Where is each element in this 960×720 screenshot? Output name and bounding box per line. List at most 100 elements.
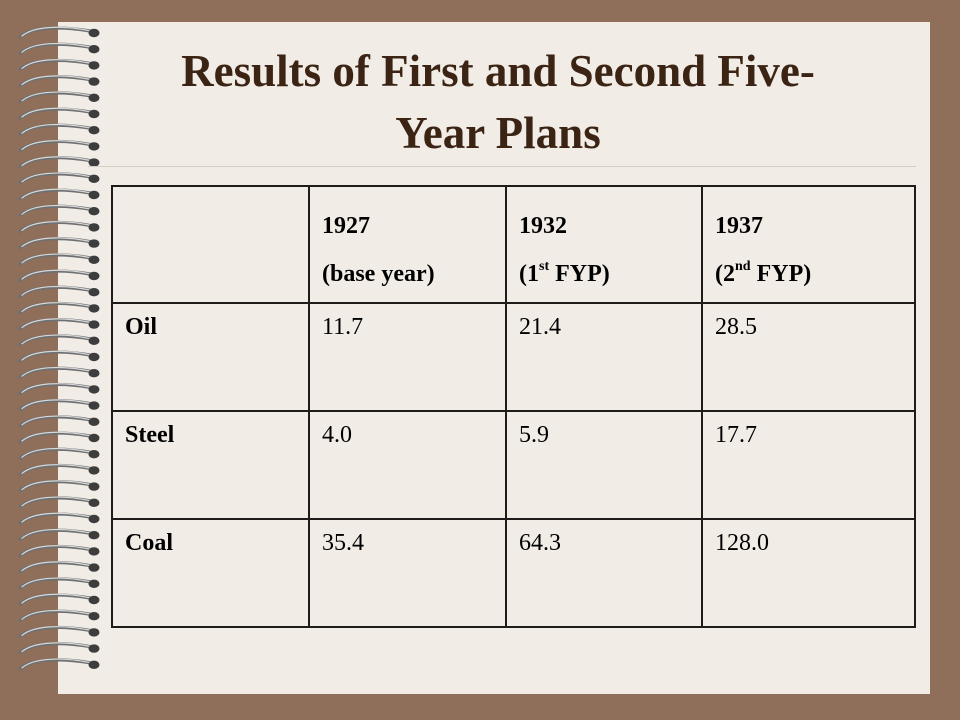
spiral-coil-highlight	[21, 626, 92, 636]
empty-corner-cell	[111, 185, 310, 304]
row-label-oil: Oil	[111, 302, 310, 412]
header-year: 1932	[519, 213, 567, 239]
binding-hole	[88, 401, 100, 410]
header-cell-1932: 1932 (1st FYP)	[505, 185, 703, 304]
slide-title: Results of First and Second Five- Year P…	[78, 40, 918, 164]
title-line-1: Results of First and Second Five-	[181, 46, 815, 96]
spiral-coil-highlight	[21, 204, 92, 215]
spiral-coil-highlight	[21, 545, 92, 555]
table-row-steel: Steel 4.0 5.9 17.7	[111, 410, 916, 520]
spiral-coil-highlight	[21, 269, 92, 280]
spiral-coil-highlight	[21, 658, 92, 669]
binding-hole	[88, 174, 100, 183]
value-cell-steel-1927: 4.0	[308, 410, 507, 520]
row-label-coal: Coal	[111, 518, 310, 628]
header-year: 1937	[715, 213, 763, 239]
spiral-coil-highlight	[21, 464, 92, 474]
value-cell-oil-1937: 28.5	[701, 302, 916, 412]
binding-hole	[88, 158, 100, 167]
binding-hole	[88, 352, 100, 362]
table-header-row: 1927 (base year) 1932 (1st FYP) 1937 (2n…	[111, 185, 916, 304]
spiral-coil-highlight	[21, 59, 92, 69]
spiral-coil-highlight	[21, 140, 92, 150]
spiral-coil-highlight	[21, 577, 92, 588]
binding-hole	[88, 628, 100, 637]
header-note-superscript: st	[539, 259, 550, 274]
binding-hole	[88, 547, 100, 556]
title-line-2: Year Plans	[395, 108, 601, 158]
spiral-coil-highlight	[21, 334, 92, 345]
value-cell-coal-1937: 128.0	[701, 518, 916, 628]
binding-hole	[88, 320, 100, 329]
value-cell-steel-1937: 17.7	[701, 410, 916, 520]
binding-hole	[88, 498, 100, 507]
header-note-suffix: FYP)	[750, 261, 812, 287]
spiral-coil-highlight	[21, 512, 92, 523]
header-note-superscript: nd	[735, 259, 751, 274]
binding-hole	[88, 142, 100, 151]
binding-hole	[88, 595, 100, 605]
binding-hole	[88, 369, 100, 378]
spiral-coil-highlight	[21, 221, 92, 231]
spiral-coil-highlight	[21, 188, 92, 199]
binding-hole	[88, 93, 100, 103]
header-cell-1927: 1927 (base year)	[308, 185, 507, 304]
spiral-coil-highlight	[21, 415, 92, 426]
binding-hole	[88, 644, 100, 653]
binding-hole	[88, 255, 100, 264]
header-note-suffix: FYP)	[549, 261, 610, 287]
binding-hole	[88, 336, 100, 345]
binding-hole	[88, 660, 100, 669]
binding-hole	[88, 304, 100, 313]
binding-hole	[88, 288, 100, 297]
row-label-steel: Steel	[111, 410, 310, 520]
header-cell-1937: 1937 (2nd FYP)	[701, 185, 916, 304]
spiral-coil-highlight	[21, 285, 92, 296]
value-cell-coal-1932: 64.3	[505, 518, 703, 628]
spiral-coil-highlight	[21, 609, 92, 620]
binding-hole	[88, 612, 100, 621]
binding-hole	[88, 77, 100, 86]
binding-hole	[88, 28, 100, 38]
binding-hole	[88, 61, 100, 70]
binding-hole	[88, 563, 100, 572]
spiral-coil-highlight	[21, 318, 92, 329]
spiral-coil-highlight	[21, 350, 92, 361]
spiral-coil-highlight	[21, 107, 92, 118]
spiral-coil-highlight	[21, 42, 92, 53]
spiral-coil-highlight	[21, 480, 92, 491]
spiral-coil-highlight	[21, 642, 92, 653]
spiral-coil-highlight	[21, 399, 92, 410]
binding-hole	[88, 385, 100, 394]
value-cell-steel-1932: 5.9	[505, 410, 703, 520]
header-year: 1927	[322, 213, 370, 239]
spiral-coil-highlight	[21, 75, 92, 86]
title-divider	[88, 166, 916, 167]
binding-hole	[88, 514, 100, 524]
spiral-coil-highlight	[21, 91, 92, 102]
spiral-coil-highlight	[21, 447, 92, 458]
spiral-coil-highlight	[21, 561, 92, 572]
value-cell-oil-1932: 21.4	[505, 302, 703, 412]
binding-hole	[88, 109, 100, 119]
binding-hole	[88, 417, 100, 426]
binding-hole	[88, 433, 100, 443]
spiral-coil-highlight	[21, 253, 92, 264]
spiral-coil-highlight	[21, 237, 92, 248]
table-row-coal: Coal 35.4 64.3 128.0	[111, 518, 916, 628]
binding-hole	[88, 190, 100, 200]
spiral-coil-highlight	[21, 156, 92, 167]
five-year-plan-results-table: 1927 (base year) 1932 (1st FYP) 1937 (2n…	[111, 185, 916, 628]
spiral-coil-highlight	[21, 528, 92, 539]
value-cell-coal-1927: 35.4	[308, 518, 507, 628]
binding-hole	[88, 450, 100, 459]
binding-hole	[88, 482, 100, 491]
binding-hole	[88, 579, 100, 588]
spiral-coil-highlight	[21, 26, 92, 37]
binding-hole	[88, 271, 100, 281]
binding-hole	[88, 223, 100, 232]
spiral-coil-highlight	[21, 366, 92, 377]
spiral-coil-highlight	[21, 383, 92, 393]
binding-hole	[88, 45, 100, 54]
